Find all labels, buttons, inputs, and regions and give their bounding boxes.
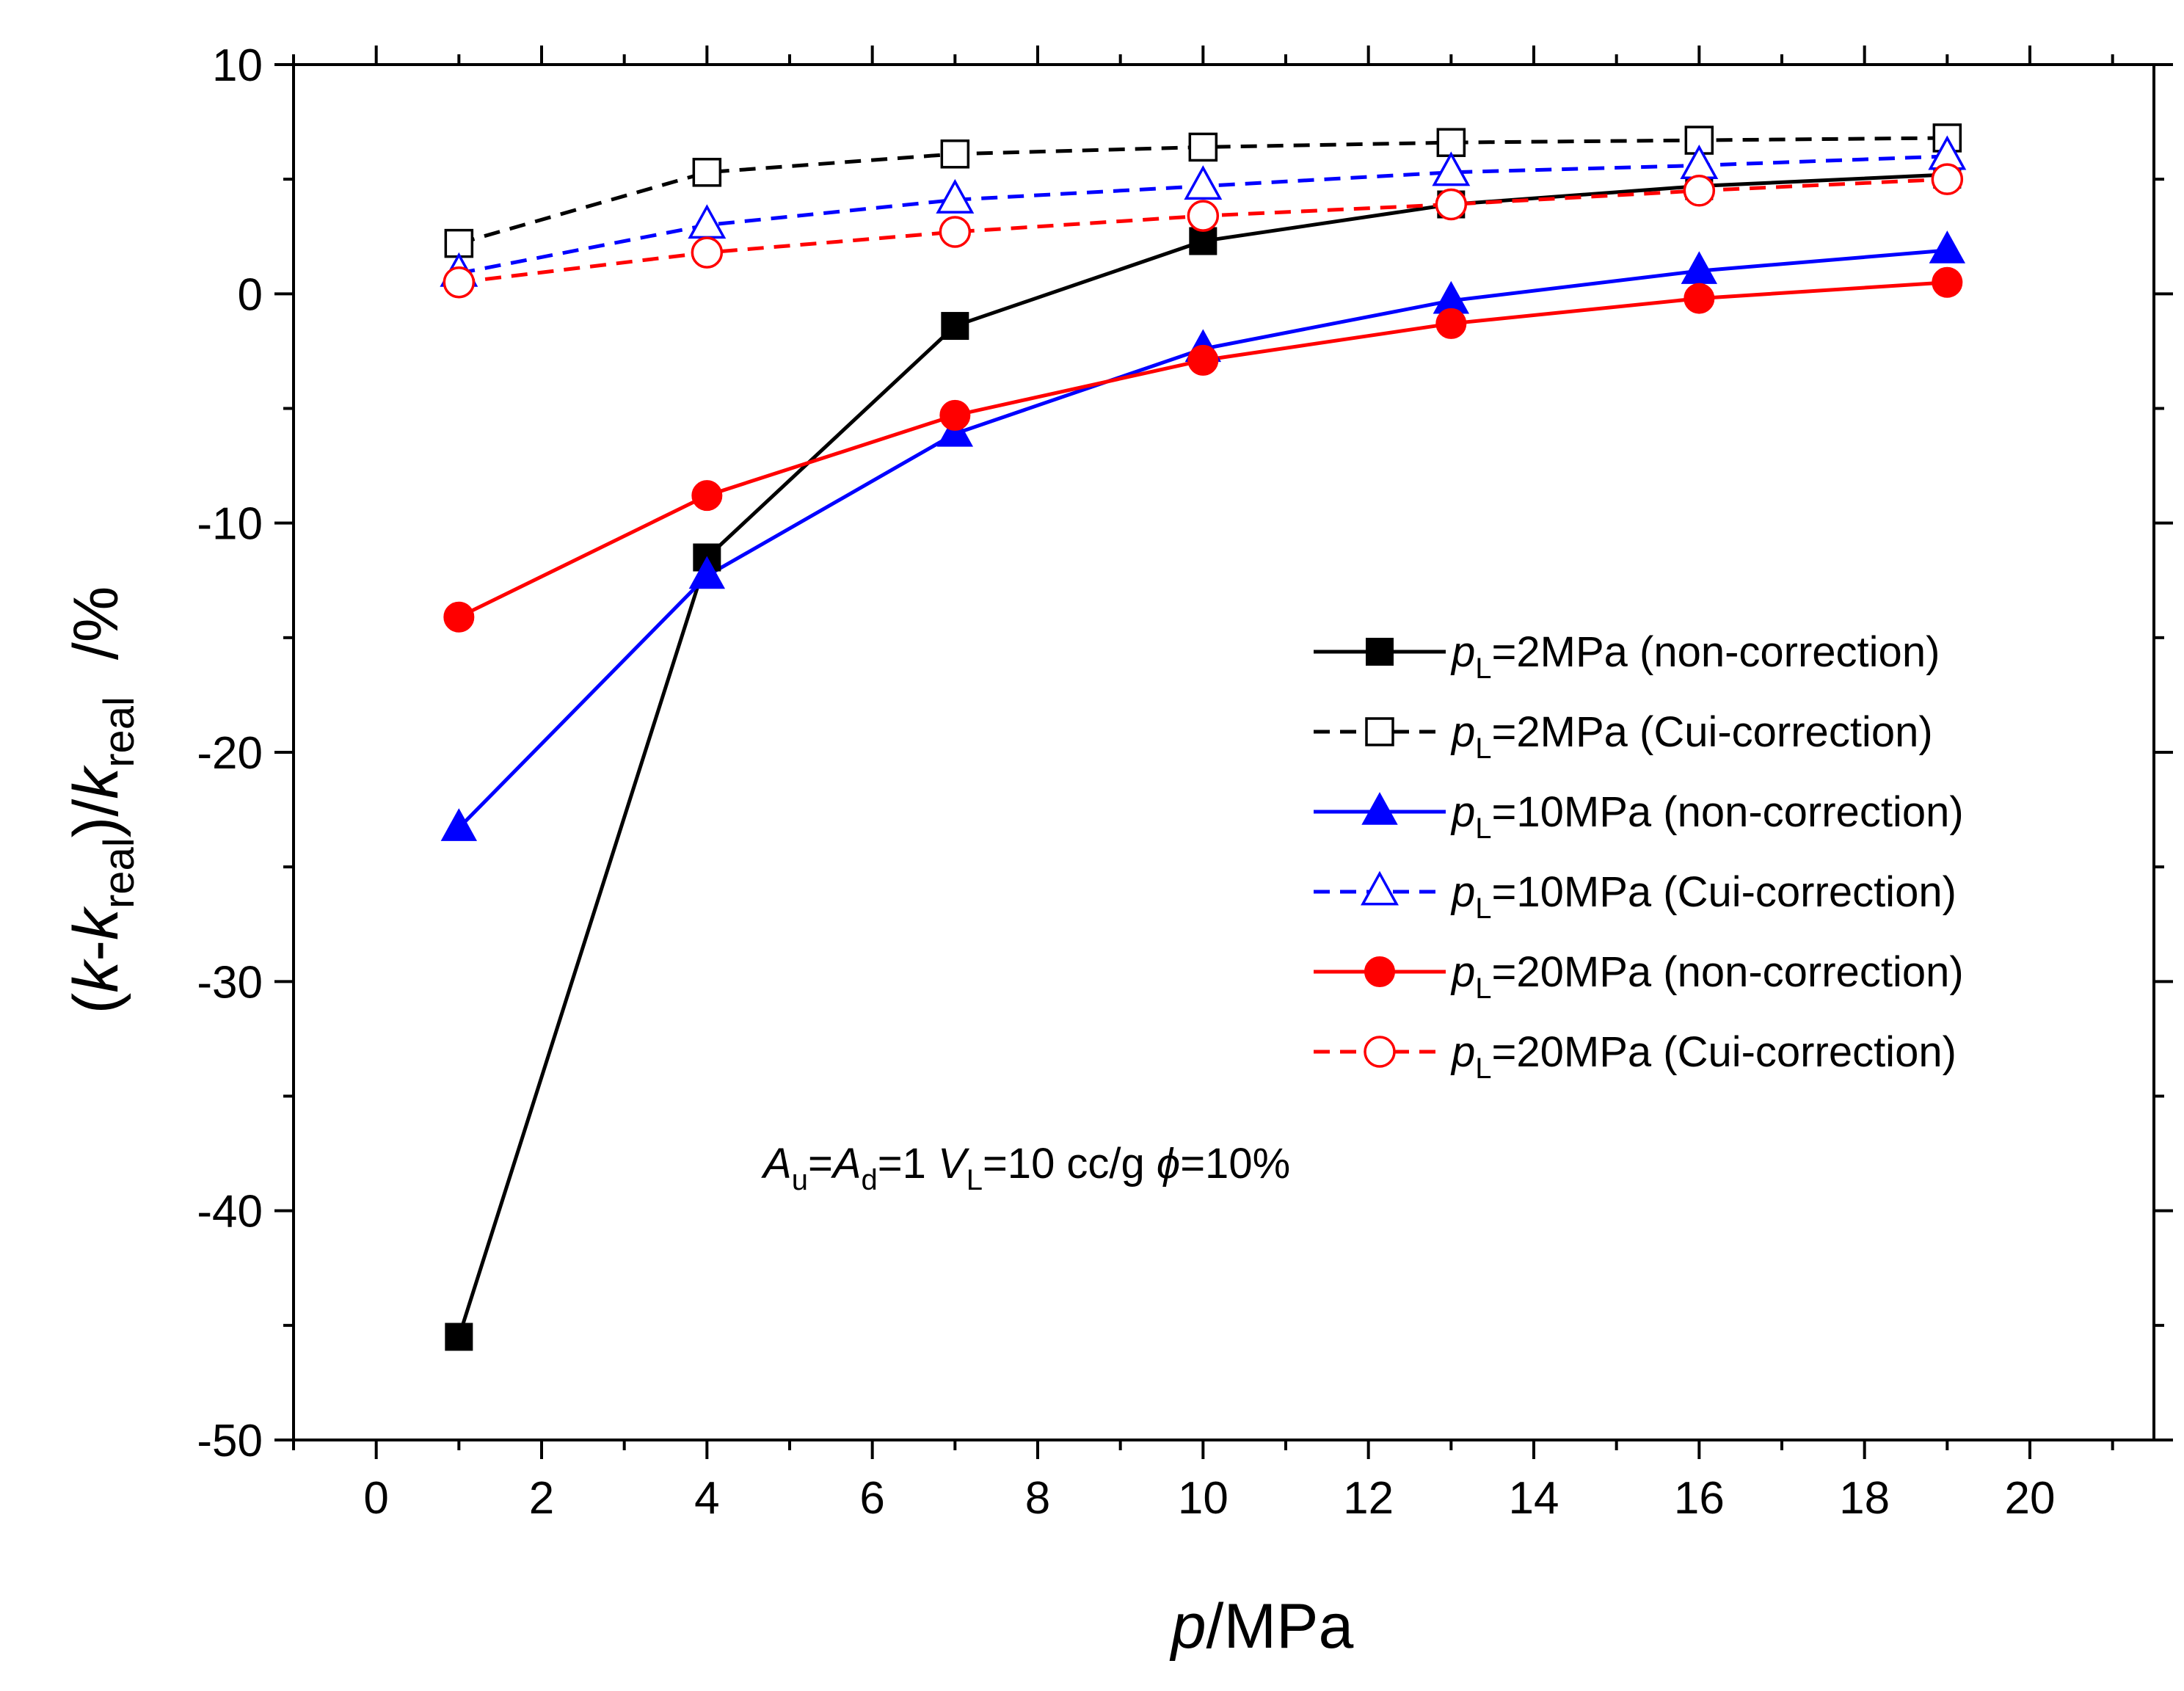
x-tick-label: 4 <box>694 1473 719 1524</box>
y-axis-title: (k-kreal)/kreal/% <box>61 586 143 1014</box>
legend-label-4: pL=20MPa (non-correction) <box>1450 948 1964 1005</box>
data-point-s5-2 <box>939 216 972 248</box>
legend-label-3: pL=10MPa (Cui-correction) <box>1450 868 1956 925</box>
plot-frame <box>292 63 2155 1441</box>
data-point-s5-1 <box>691 236 724 269</box>
data-point-s4-1 <box>691 480 723 512</box>
legend-marker-2 <box>1361 792 1398 825</box>
x-tick-label: 2 <box>529 1473 554 1524</box>
data-point-s4-5 <box>1684 283 1715 314</box>
data-point-s1-3 <box>1188 132 1218 162</box>
parameter-annotation: Au=Ad=1 VL=10 cc/g ϕ=10% <box>761 1140 1290 1196</box>
legend-label-2: pL=10MPa (non-correction) <box>1450 788 1964 845</box>
data-point-s0-2 <box>941 312 969 341</box>
legend-marker-0 <box>1366 638 1394 666</box>
data-point-s1-2 <box>940 139 970 169</box>
data-point-s5-5 <box>1683 175 1716 207</box>
x-tick-label: 12 <box>1343 1473 1394 1524</box>
y-tick-label: -20 <box>197 728 263 779</box>
x-tick-label: 8 <box>1025 1473 1050 1524</box>
legend-marker-5 <box>1364 1036 1396 1068</box>
data-point-s4-2 <box>939 399 971 431</box>
data-point-s4-4 <box>1435 308 1467 339</box>
y-tick-label: 10 <box>212 40 263 91</box>
legend-label-1: pL=2MPa (Cui-correction) <box>1450 708 1933 765</box>
y-tick-label: -50 <box>197 1416 263 1466</box>
data-point-s3-2 <box>936 178 975 214</box>
data-point-s4-6 <box>1932 266 1963 298</box>
legend-marker-3 <box>1361 870 1399 906</box>
data-point-s2-0 <box>440 808 478 841</box>
data-point-s5-6 <box>1931 163 1964 195</box>
data-point-s2-1 <box>688 556 726 589</box>
x-tick-label: 0 <box>363 1473 388 1524</box>
data-point-s3-4 <box>1432 151 1471 186</box>
y-tick-label: -10 <box>197 499 263 550</box>
legend: pL=2MPa (non-correction) pL=2MPa (Cui-cor… <box>1314 628 1964 1085</box>
x-tick-label: 10 <box>1178 1473 1228 1524</box>
x-tick-label: 16 <box>1674 1473 1725 1524</box>
data-point-s0-3 <box>1189 227 1217 255</box>
legend-marker-1 <box>1365 717 1394 746</box>
y-tick-label: -30 <box>197 957 263 1008</box>
data-point-s1-6 <box>1932 123 1962 153</box>
legend-label-5: pL=20MPa (Cui-correction) <box>1450 1028 1956 1085</box>
legend-label-0: pL=2MPa (non-correction) <box>1450 628 1940 685</box>
y-tick-label: -40 <box>197 1187 263 1237</box>
series-markers <box>440 123 1967 1351</box>
data-point-s3-3 <box>1184 165 1223 200</box>
data-point-s5-3 <box>1187 200 1220 232</box>
data-point-s2-6 <box>1929 230 1966 263</box>
data-point-s4-0 <box>443 601 475 633</box>
x-tick-label: 18 <box>1839 1473 1890 1524</box>
x-tick-label: 6 <box>859 1473 884 1524</box>
data-point-s1-1 <box>692 158 722 187</box>
legend-marker-4 <box>1364 956 1395 987</box>
tick-labels: 0 2 4 6 8 10 12 14 16 18 20 10 0 -10 -20 -30 -40 -50 <box>197 40 2055 1524</box>
x-tick-label: 20 <box>2005 1473 2056 1524</box>
data-point-s4-3 <box>1187 344 1219 376</box>
data-point-s0-0 <box>445 1323 473 1351</box>
x-tick-label: 14 <box>1509 1473 1559 1524</box>
y-tick-label: 0 <box>238 269 263 320</box>
data-point-s5-0 <box>443 266 476 299</box>
x-axis-title: p/MPa <box>1169 1591 1354 1662</box>
data-point-s5-4 <box>1435 188 1468 221</box>
axis-ticks <box>274 46 2173 1459</box>
